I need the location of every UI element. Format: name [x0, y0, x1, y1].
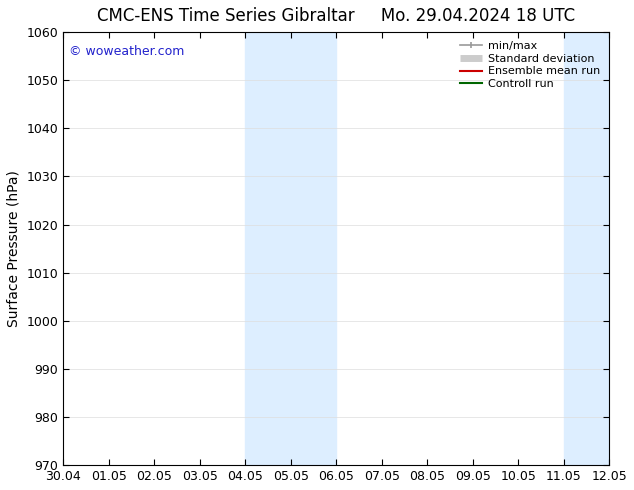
Bar — [564, 32, 634, 465]
Title: CMC-ENS Time Series Gibraltar     Mo. 29.04.2024 18 UTC: CMC-ENS Time Series Gibraltar Mo. 29.04.… — [97, 7, 575, 25]
Legend: min/max, Standard deviation, Ensemble mean run, Controll run: min/max, Standard deviation, Ensemble me… — [457, 38, 604, 93]
Text: © woweather.com: © woweather.com — [68, 45, 184, 58]
Y-axis label: Surface Pressure (hPa): Surface Pressure (hPa) — [7, 170, 21, 327]
Bar — [245, 32, 336, 465]
